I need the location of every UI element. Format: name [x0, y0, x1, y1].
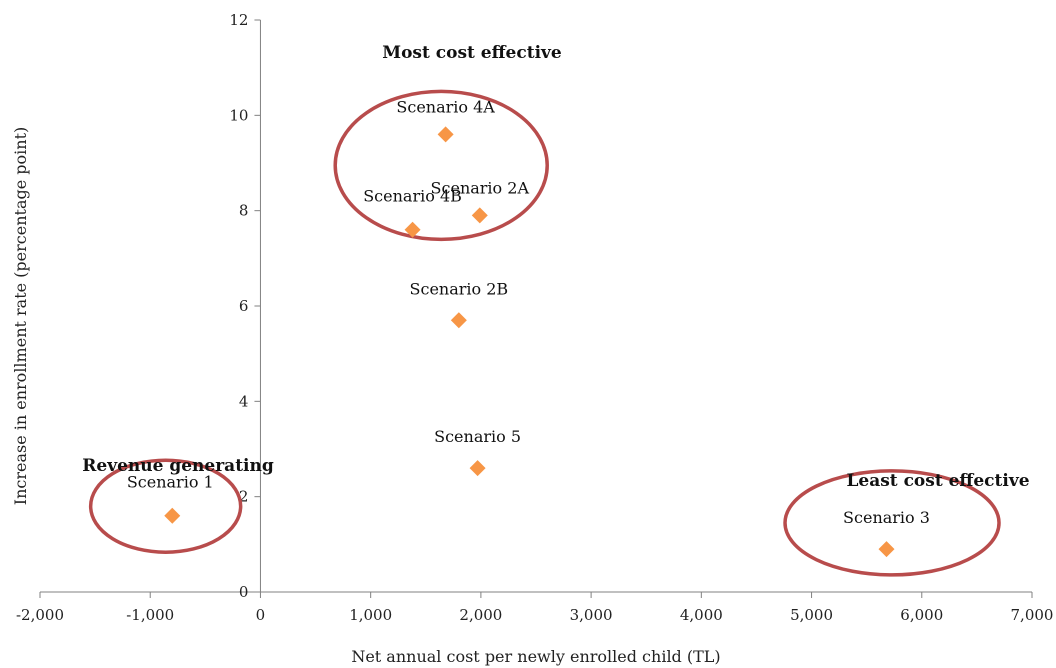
point-label: Scenario 2A	[431, 178, 530, 197]
y-tick-label: 10	[229, 106, 248, 124]
data-point	[878, 541, 895, 558]
y-axis-title: Increase in enrollment rate (percentage …	[11, 127, 30, 506]
x-tick-label: 5,000	[790, 606, 833, 624]
point-label: Scenario 5	[434, 427, 521, 446]
x-tick-label: 7,000	[1011, 606, 1054, 624]
y-tick-label: 4	[239, 392, 249, 410]
least-cost-effective-circle	[783, 469, 1001, 577]
data-point	[471, 207, 488, 224]
x-tick-label: 0	[256, 606, 266, 624]
annotations: Most cost effective Revenue generating Lea…	[82, 43, 1029, 491]
x-tick-label: -2,000	[16, 606, 64, 624]
x-tick-label: 6,000	[900, 606, 943, 624]
data-point	[164, 507, 181, 524]
data-point	[469, 460, 486, 477]
point-label: Scenario 2B	[410, 279, 509, 298]
annotation-label: Revenue generating	[82, 456, 274, 476]
y-tick-label: 0	[239, 583, 249, 601]
point-label: Scenario 4B	[363, 187, 462, 206]
data-point	[437, 126, 454, 143]
y-tick-label: 8	[239, 202, 249, 220]
x-tick-label: 1,000	[349, 606, 392, 624]
data-point	[404, 221, 421, 238]
annotation-label: Most cost effective	[382, 43, 562, 63]
tick-labels: -2,000 -1,000 0 1,000 2,000 3,000 4,000 5,000 6,…	[16, 11, 1053, 624]
x-tick-label: 2,000	[459, 606, 502, 624]
x-tick-label: 3,000	[570, 606, 613, 624]
point-label: Scenario 3	[843, 508, 930, 527]
most-cost-effective-circle	[333, 89, 549, 242]
axes	[39, 19, 1033, 598]
y-tick-label: 12	[229, 11, 248, 29]
y-tick-label: 6	[239, 297, 249, 315]
x-axis-title: Net annual cost per newly enrolled child…	[351, 647, 720, 666]
x-tick-label: 4,000	[680, 606, 723, 624]
group-circles	[88, 89, 1001, 577]
y-tick-label: 2	[239, 488, 249, 506]
point-label: Scenario 1	[127, 473, 214, 492]
x-tick-label: -1,000	[126, 606, 174, 624]
point-label: Scenario 4A	[396, 97, 495, 116]
data-point	[450, 312, 467, 329]
revenue-generating-circle	[88, 458, 243, 554]
data-points	[164, 126, 895, 558]
annotation-label: Least cost effective	[846, 471, 1029, 491]
